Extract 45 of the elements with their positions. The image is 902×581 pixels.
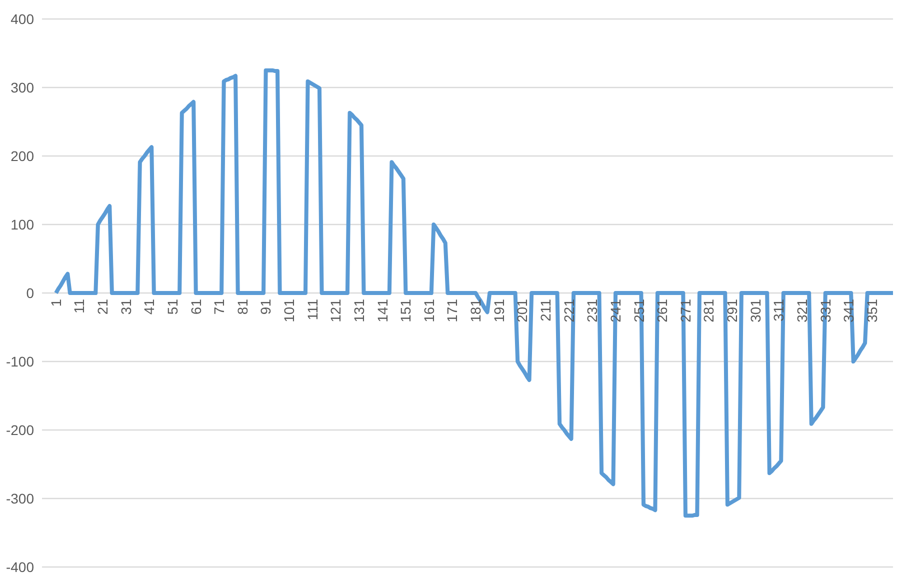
- y-tick-label: 0: [26, 284, 34, 301]
- y-tick-label: -200: [6, 422, 34, 438]
- x-tick-label: 171: [444, 298, 460, 322]
- x-tick-label: 221: [560, 298, 577, 322]
- y-tick-label: -300: [6, 490, 34, 506]
- x-tick-label: 191: [490, 298, 507, 322]
- x-tick-label: 41: [141, 298, 158, 315]
- y-tick-label: 400: [10, 10, 34, 27]
- x-tick-label: 241: [607, 298, 624, 322]
- x-tick-label: 141: [374, 298, 390, 322]
- x-tick-label: 91: [258, 298, 274, 315]
- x-tick-label: 261: [654, 298, 670, 322]
- x-tick-label: 251: [630, 298, 647, 322]
- x-tick-label: 11: [71, 298, 88, 314]
- y-tick-label: 300: [10, 79, 34, 96]
- x-tick-label: 211: [538, 298, 554, 322]
- x-tick-label: 61: [188, 298, 204, 315]
- x-tick-label: 121: [328, 298, 344, 322]
- x-tick-label: 1: [48, 298, 64, 307]
- x-tick-label: 151: [398, 298, 414, 322]
- y-tick-label: 100: [10, 216, 34, 232]
- x-tick-label: 281: [700, 298, 717, 322]
- x-tick-label: 201: [514, 298, 530, 322]
- x-tick-label: 51: [164, 298, 180, 315]
- y-tick-label: -400: [6, 558, 34, 575]
- x-tick-label: 351: [864, 298, 880, 322]
- x-tick-label: 31: [118, 298, 134, 315]
- x-tick-label: 341: [840, 298, 857, 322]
- x-tick-label: 301: [747, 298, 764, 322]
- x-tick-label: 231: [584, 298, 600, 322]
- y-tick-label: -100: [6, 353, 34, 370]
- x-tick-label: 291: [724, 298, 740, 322]
- x-tick-label: 111: [304, 298, 320, 320]
- x-tick-label: 131: [350, 298, 367, 322]
- x-tick-label: 181: [468, 298, 484, 322]
- x-tick-label: 331: [817, 298, 834, 322]
- x-tick-label: 71: [211, 298, 228, 315]
- x-tick-label: 271: [677, 298, 694, 322]
- x-tick-label: 321: [794, 298, 810, 322]
- x-tick-label: 311: [770, 298, 787, 322]
- y-tick-label: 200: [10, 148, 34, 164]
- x-tick-label: 81: [234, 298, 250, 315]
- x-tick-label: 21: [94, 298, 111, 315]
- x-tick-label: 101: [281, 298, 298, 322]
- x-tick-label: 161: [420, 298, 437, 322]
